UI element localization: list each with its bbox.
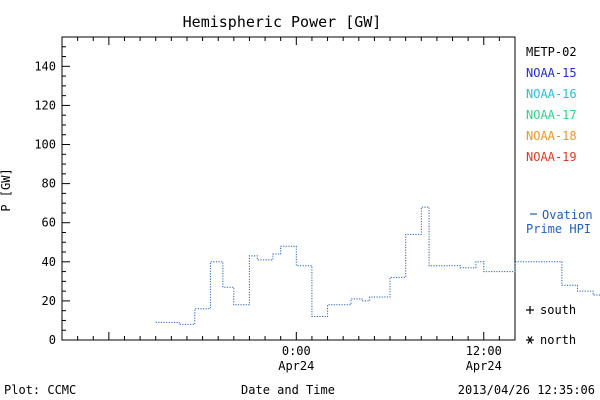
y-tick-label: 100 xyxy=(34,138,56,152)
y-axis: 0 20 40 60 80 100 120 140 xyxy=(34,36,70,347)
legend: METP-02 NOAA-15 NOAA-16 NOAA-17 NOAA-18 NOAA-… xyxy=(526,45,593,236)
y-tick-label: 20 xyxy=(42,294,56,308)
x-axis-label: Date and Time xyxy=(241,383,335,397)
timestamp: 2013/04/26 12:35:06 xyxy=(458,383,595,397)
legend-entry: NOAA-15 xyxy=(526,66,577,80)
x-axis: 0:00Apr2412:00Apr240:00Apr2512:00Apr250:… xyxy=(61,37,516,373)
y-tick-label: 40 xyxy=(42,255,56,269)
y-tick-label: 60 xyxy=(42,216,56,230)
x-tick-label-time: 0:00 xyxy=(282,344,311,358)
x-tick-label-date: Apr24 xyxy=(466,359,502,373)
x-tick-label-time: 12:00 xyxy=(466,344,502,358)
legend-entry: NOAA-19 xyxy=(526,150,577,164)
legend-entry: METP-02 xyxy=(526,45,577,59)
legend-entry: NOAA-17 xyxy=(526,108,577,122)
y-tick-label: 0 xyxy=(49,333,56,347)
plot-frame xyxy=(61,36,516,341)
y-tick-label: 120 xyxy=(34,98,56,112)
plot-credit: Plot: CCMC xyxy=(4,383,76,397)
chart-title: Hemispheric Power [GW] xyxy=(183,13,382,31)
marker-key-label: north xyxy=(540,333,576,347)
marker-key-entry: north xyxy=(526,333,576,347)
marker-key: south north xyxy=(526,303,576,347)
star-stroke xyxy=(527,336,533,344)
legend-entry: NOAA-18 xyxy=(526,129,577,143)
x-tick-label-date: Apr24 xyxy=(278,359,314,373)
y-tick-label: 80 xyxy=(42,177,56,191)
model-legend-label-line2: Prime HPI xyxy=(526,222,591,236)
model-legend-label-line1: Ovation xyxy=(542,208,593,222)
y-axis-label: P [GW] xyxy=(0,168,13,211)
legend-entry: NOAA-16 xyxy=(526,87,577,101)
y-tick-label: 140 xyxy=(34,59,56,73)
marker-key-entry: south xyxy=(526,303,576,317)
marker-key-label: south xyxy=(540,303,576,317)
